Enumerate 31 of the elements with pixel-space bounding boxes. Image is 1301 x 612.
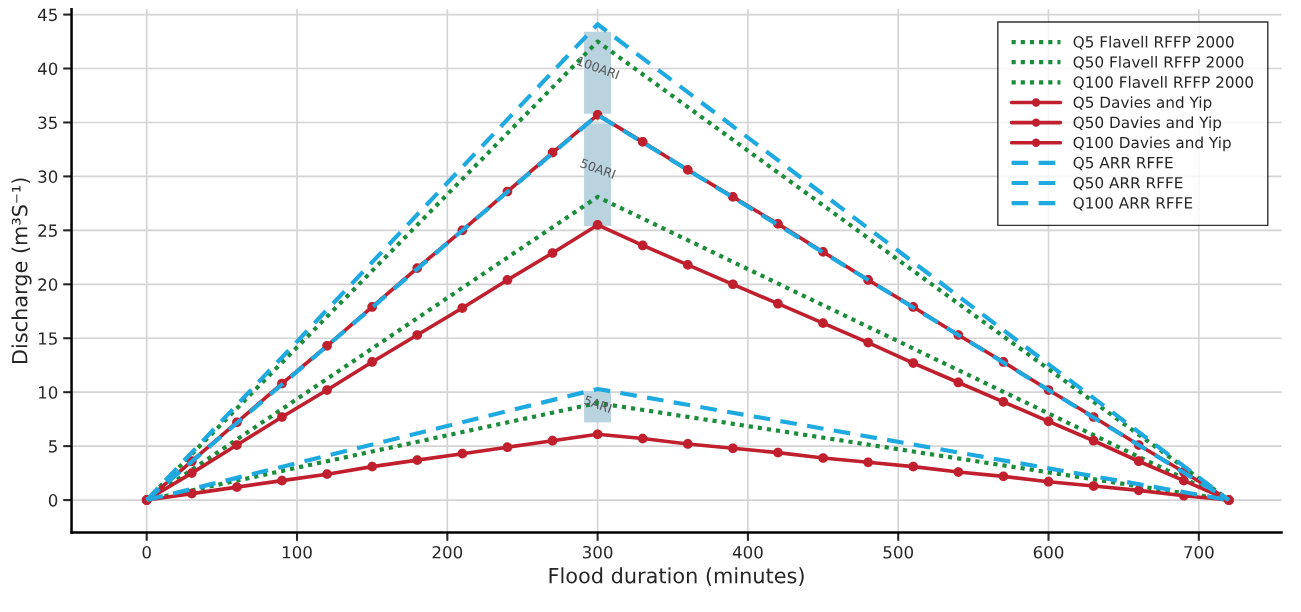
x-tick-label: 500 (883, 545, 914, 559)
x-axis-title: Flood duration (minutes) (549, 567, 804, 586)
legend-label: Q100 ARR RFFE (1073, 197, 1193, 211)
annotation: 5ARI (583, 395, 612, 414)
x-tick-label: 600 (1033, 545, 1064, 559)
x-tick-label: 100 (282, 545, 312, 559)
y-tick-label: 10 (38, 386, 58, 399)
x-tick-label: 300 (582, 545, 613, 559)
legend-label: Q5 Davies and Yip (1073, 96, 1212, 111)
y-tick-label: 15 (38, 332, 57, 345)
x-tick-label: 200 (432, 545, 463, 559)
y-tick-label: 40 (37, 62, 58, 76)
y-tick-label: 20 (38, 278, 58, 291)
y-tick-label: 45 (37, 8, 57, 22)
legend-label: Q5 Flavell RFFP 2000 (1073, 35, 1234, 50)
legend-label: Q50 Flavell RFFP 2000 (1073, 55, 1244, 70)
x-tick-label: 700 (1184, 545, 1214, 559)
legend-label: Q50 ARR RFFE (1073, 177, 1183, 191)
legend-label: Q50 Davies and Yip (1073, 116, 1222, 132)
x-tick-label: 0 (142, 545, 151, 559)
y-tick-label: 25 (38, 224, 57, 237)
legend-label: Q100 Flavell RFFP 2000 (1073, 76, 1254, 90)
legend-label: Q100 Davies and Yip (1073, 136, 1231, 152)
y-axis-title: Discharge (m³S⁻¹) (11, 178, 32, 363)
y-tick-label: 0 (48, 494, 58, 507)
y-tick-label: 30 (38, 170, 58, 183)
y-tick-label: 35 (38, 116, 57, 130)
legend-label: Q5 ARR RFFE (1073, 156, 1173, 171)
x-tick-label: 400 (732, 545, 763, 559)
annotation: 50ARI (579, 158, 616, 179)
y-tick-label: 5 (49, 440, 57, 453)
